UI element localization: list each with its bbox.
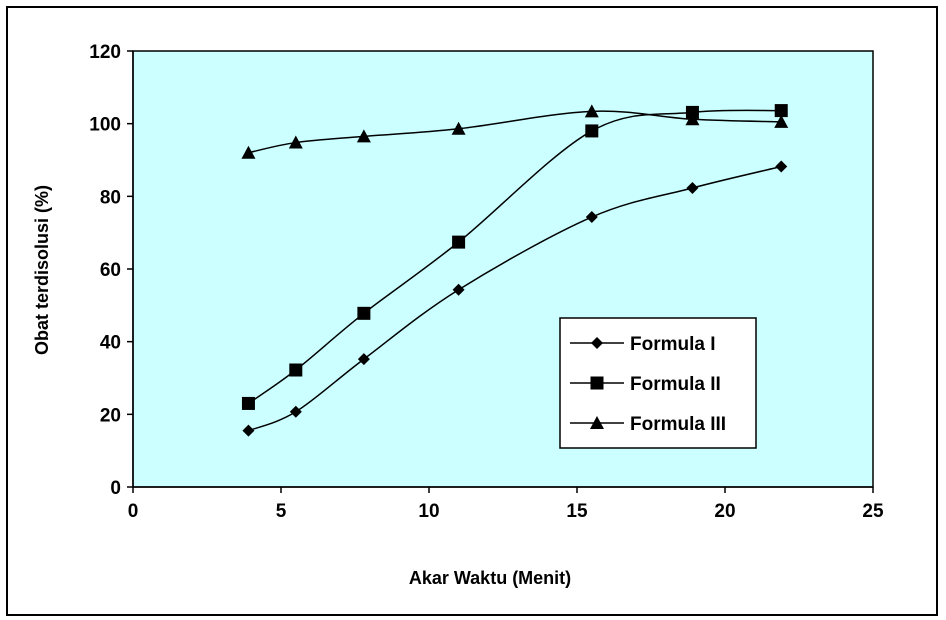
data-point	[775, 160, 788, 173]
legend-entry: Formula III	[570, 414, 726, 435]
x-tick-label: 20	[714, 501, 735, 522]
plot-area	[132, 50, 874, 488]
series-1	[242, 160, 788, 437]
legend-marker	[590, 416, 604, 429]
axes-layer: 0 20 40 60 80 100 120 0 5 10 15 20 25	[89, 42, 884, 522]
y-axis-label: Obat terdisolusi (%)	[32, 185, 52, 355]
legend: Formula I Formula II Formula III	[559, 317, 757, 449]
data-point	[356, 129, 371, 143]
x-tick-label: 5	[276, 501, 287, 522]
data-point	[241, 145, 256, 159]
series-3	[241, 104, 789, 159]
y-tick-label: 120	[89, 42, 121, 63]
series-layer	[241, 104, 789, 437]
y-tick-label: 0	[110, 478, 121, 499]
x-tick-label: 15	[566, 501, 588, 522]
data-point	[774, 114, 789, 128]
series-2	[241, 104, 788, 410]
y-tick-label: 40	[100, 333, 121, 354]
x-tick-label: 25	[862, 501, 884, 522]
x-tick-label: 0	[128, 501, 139, 522]
data-point	[242, 424, 255, 437]
data-point	[357, 306, 371, 320]
data-point	[241, 396, 255, 410]
x-axis-label: Akar Waktu (Menit)	[409, 568, 571, 588]
data-point	[289, 405, 302, 418]
y-tick-label: 80	[100, 187, 121, 208]
data-point	[585, 124, 599, 138]
data-point	[585, 211, 598, 224]
data-point	[584, 104, 599, 118]
data-point	[686, 181, 699, 194]
data-point	[452, 283, 465, 296]
data-point	[451, 121, 466, 135]
legend-entry: Formula I	[570, 334, 716, 355]
legend-label: Formula I	[630, 334, 716, 355]
data-point	[685, 112, 700, 126]
data-point	[289, 363, 303, 377]
legend-entry: Formula II	[570, 374, 721, 395]
data-point	[288, 135, 303, 149]
y-tick-label: 60	[100, 260, 121, 281]
legend-marker	[590, 376, 604, 390]
data-point	[452, 235, 466, 249]
legend-label: Formula III	[630, 414, 726, 435]
data-point	[774, 104, 788, 118]
legend-marker	[591, 337, 603, 349]
legend-label: Formula II	[630, 374, 721, 395]
x-tick-label: 10	[418, 501, 439, 522]
y-tick-label: 100	[89, 115, 121, 136]
data-point	[357, 353, 370, 366]
y-tick-label: 20	[100, 405, 121, 426]
